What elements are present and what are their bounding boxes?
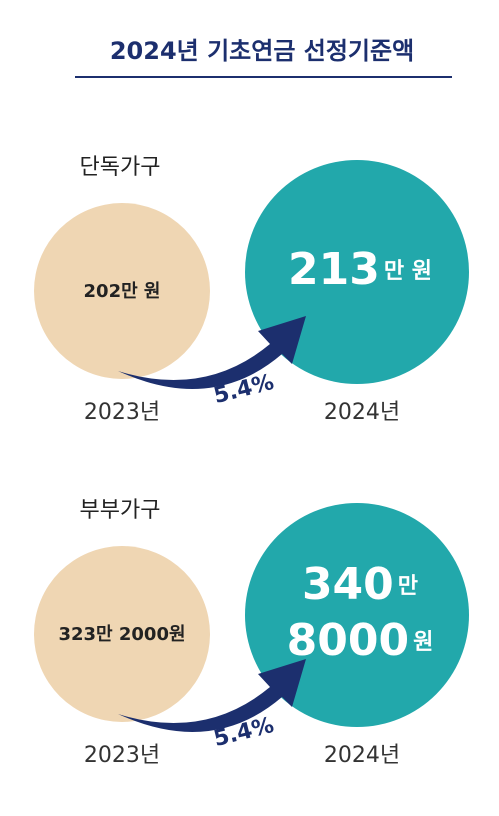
household-label: 단독가구 bbox=[80, 155, 161, 180]
household-label: 부부가구 bbox=[80, 498, 161, 523]
before-circle bbox=[34, 203, 210, 379]
before-amount: 323만 2000원 bbox=[58, 624, 185, 645]
amount-unit: 만 원 bbox=[384, 259, 432, 284]
amount-number: 340 bbox=[302, 559, 394, 610]
after-year: 2024년 bbox=[324, 400, 400, 425]
increase-arrow bbox=[118, 659, 306, 732]
amount-number: 8000 bbox=[287, 615, 409, 666]
amount-number: 213 bbox=[288, 244, 380, 295]
amount-unit: 만 bbox=[398, 574, 418, 599]
title: 2024년 기초연금 선정기준액 bbox=[110, 37, 414, 65]
amount-unit: 원 bbox=[413, 630, 433, 655]
after-amount: 340 만 bbox=[302, 559, 418, 610]
after-amount: 213 만 원 bbox=[288, 244, 432, 295]
after-year: 2024년 bbox=[324, 743, 400, 768]
after-amount: 8000 원 bbox=[287, 615, 434, 666]
before-amount: 202만 원 bbox=[84, 281, 161, 302]
increase-arrow bbox=[118, 316, 306, 389]
before-year: 2023년 bbox=[84, 400, 160, 425]
before-circle bbox=[34, 546, 210, 722]
before-year: 2023년 bbox=[84, 743, 160, 768]
